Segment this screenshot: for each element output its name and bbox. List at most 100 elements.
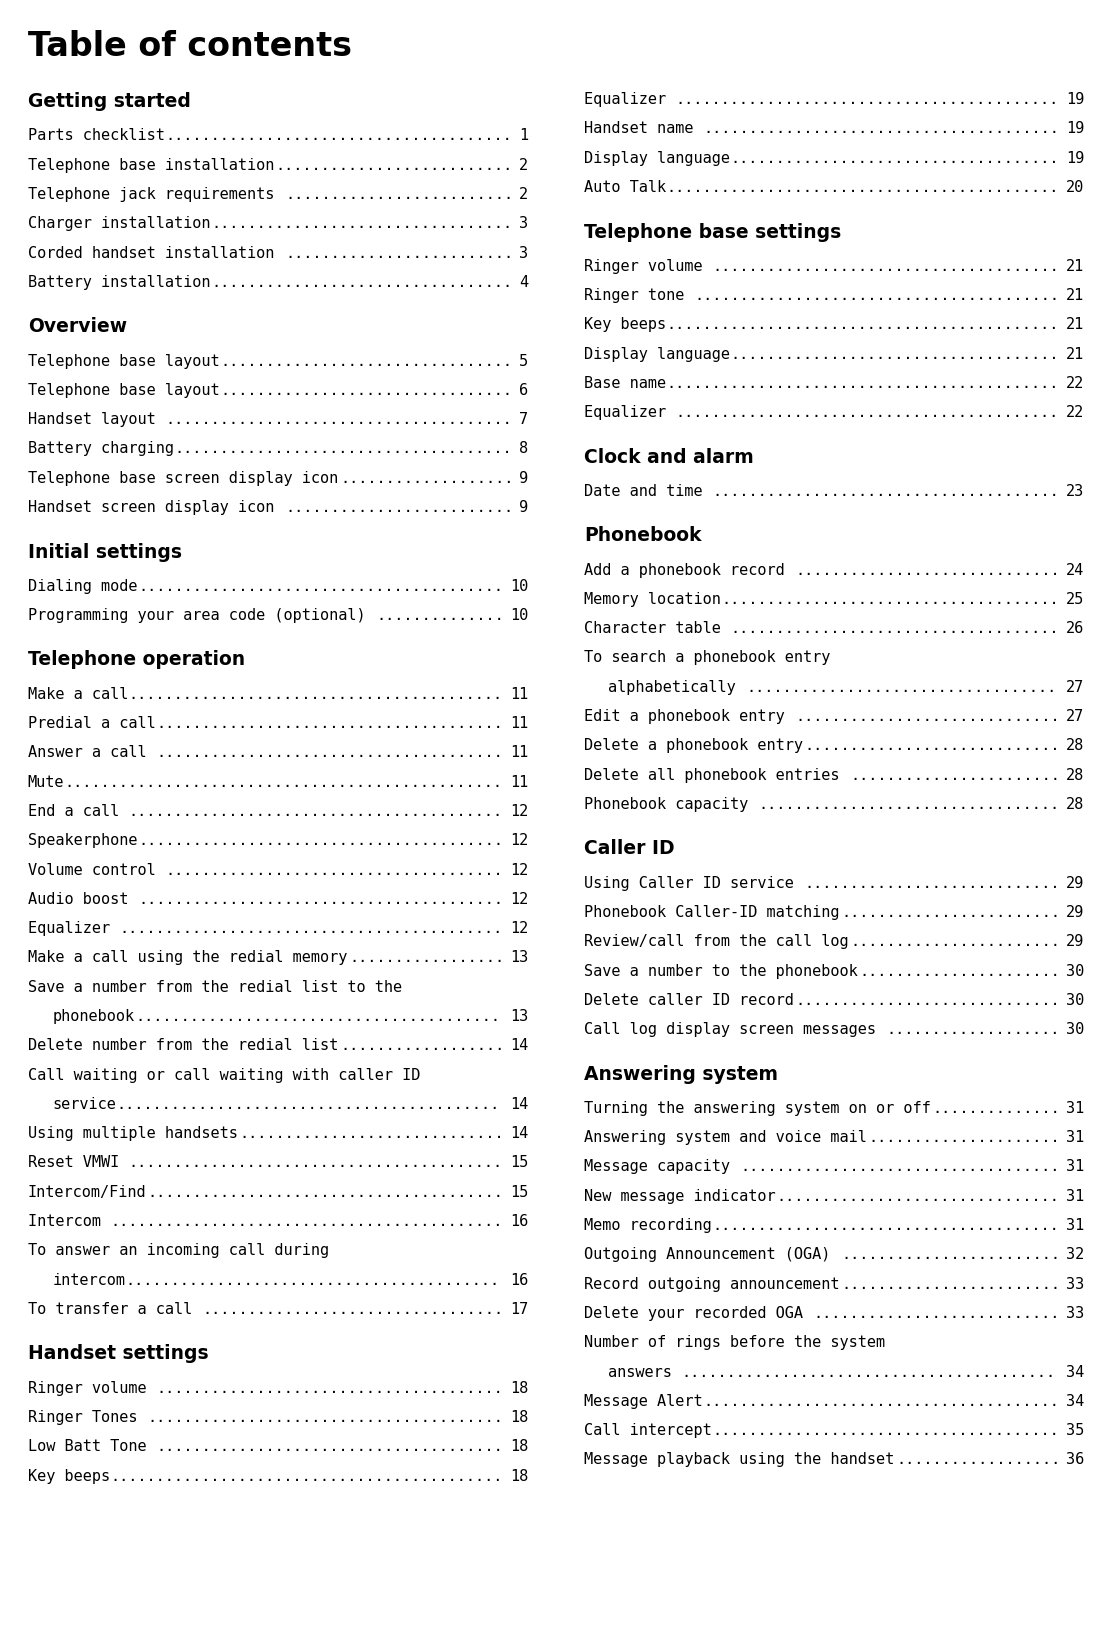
Text: ..........................................: ........................................… [676, 405, 1059, 420]
Text: .............................: ............................. [795, 993, 1060, 1007]
Text: 19: 19 [1066, 92, 1084, 107]
Text: 31: 31 [1066, 1101, 1084, 1116]
Text: 25: 25 [1066, 593, 1084, 607]
Text: 11: 11 [510, 686, 528, 701]
Text: 31: 31 [1066, 1218, 1084, 1233]
Text: ..................................: .................................. [746, 680, 1056, 695]
Text: ....................................: .................................... [731, 151, 1060, 166]
Text: Message playback using the handset: Message playback using the handset [584, 1452, 894, 1468]
Text: Dialing mode: Dialing mode [28, 579, 137, 594]
Text: 36: 36 [1066, 1452, 1084, 1468]
Text: Handset settings: Handset settings [28, 1345, 208, 1363]
Text: .........................................: ........................................… [129, 686, 503, 701]
Text: End a call: End a call [28, 803, 128, 820]
Text: ...........................................: ........................................… [110, 1215, 503, 1230]
Text: .......................................: ....................................... [703, 1394, 1059, 1409]
Text: Make a call: Make a call [28, 686, 128, 701]
Text: intercom: intercom [52, 1272, 126, 1287]
Text: Call intercept: Call intercept [584, 1424, 712, 1439]
Text: 34: 34 [1066, 1394, 1084, 1409]
Text: Delete caller ID record: Delete caller ID record [584, 993, 794, 1007]
Text: To answer an incoming call during: To answer an incoming call during [28, 1243, 338, 1259]
Text: Battery charging: Battery charging [28, 441, 173, 456]
Text: 27: 27 [1066, 680, 1084, 695]
Text: .............................: ............................. [239, 1126, 504, 1141]
Text: Charger installation: Charger installation [28, 216, 210, 232]
Text: 18: 18 [510, 1439, 528, 1455]
Text: 17: 17 [510, 1302, 528, 1317]
Text: 18: 18 [510, 1381, 528, 1396]
Text: Key beeps: Key beeps [28, 1468, 110, 1483]
Text: 3: 3 [519, 245, 528, 260]
Text: Table of contents: Table of contents [28, 30, 351, 63]
Text: .........................................: ........................................… [129, 803, 503, 820]
Text: .........................: ......................... [285, 245, 513, 260]
Text: Reset VMWI: Reset VMWI [28, 1155, 128, 1170]
Text: Record outgoing announcement: Record outgoing announcement [584, 1277, 840, 1292]
Text: .................................: ................................. [202, 1302, 504, 1317]
Text: Caller ID: Caller ID [584, 839, 674, 859]
Text: To search a phonebook entry: To search a phonebook entry [584, 650, 840, 665]
Text: 28: 28 [1066, 797, 1084, 811]
Text: ..............: .............. [933, 1101, 1061, 1116]
Text: .................................: ................................. [211, 216, 513, 232]
Text: Speakerphone: Speakerphone [28, 833, 137, 848]
Text: Low Batt Tone: Low Batt Tone [28, 1439, 156, 1455]
Text: ...........................................: ........................................… [666, 318, 1059, 332]
Text: ...........................: ........................... [813, 1305, 1060, 1322]
Text: ......................................: ...................................... [713, 1424, 1059, 1439]
Text: Message capacity: Message capacity [584, 1159, 739, 1175]
Text: alphabetically: alphabetically [608, 680, 745, 695]
Text: ........................................: ........................................ [138, 892, 503, 907]
Text: 30: 30 [1066, 963, 1084, 979]
Text: ......................................: ...................................... [157, 1381, 503, 1396]
Text: 12: 12 [510, 922, 528, 937]
Text: ...................................: ................................... [739, 1159, 1060, 1175]
Text: Outgoing Announcement (OGA): Outgoing Announcement (OGA) [584, 1248, 840, 1262]
Text: ...............................: ............................... [776, 1188, 1060, 1203]
Text: Parts checklist: Parts checklist [28, 128, 165, 143]
Text: 34: 34 [1066, 1365, 1084, 1379]
Text: Ringer volume: Ringer volume [584, 258, 712, 273]
Text: 31: 31 [1066, 1188, 1084, 1203]
Text: 26: 26 [1066, 621, 1084, 637]
Text: Telephone operation: Telephone operation [28, 650, 245, 670]
Text: Make a call using the redial memory: Make a call using the redial memory [28, 950, 347, 966]
Text: ......................................: ...................................... [713, 1218, 1059, 1233]
Text: 29: 29 [1066, 935, 1084, 950]
Text: To transfer a call: To transfer a call [28, 1302, 201, 1317]
Text: ........................................: ........................................ [138, 579, 503, 594]
Text: Volume control: Volume control [28, 863, 165, 877]
Text: Equalizer: Equalizer [584, 405, 675, 420]
Text: Equalizer: Equalizer [584, 92, 675, 107]
Text: Mute: Mute [28, 775, 64, 790]
Text: Handset screen display icon: Handset screen display icon [28, 500, 284, 515]
Text: 14: 14 [510, 1096, 528, 1113]
Text: 28: 28 [1066, 767, 1084, 783]
Text: 35: 35 [1066, 1424, 1084, 1439]
Text: Corded handset installation: Corded handset installation [28, 245, 284, 260]
Text: phonebook: phonebook [52, 1009, 135, 1024]
Text: Save a number from the redial list to the: Save a number from the redial list to th… [28, 979, 401, 994]
Text: 33: 33 [1066, 1305, 1084, 1322]
Text: .................................: ................................. [758, 797, 1060, 811]
Text: ........................................: ........................................ [138, 833, 503, 848]
Text: 12: 12 [510, 833, 528, 848]
Text: 21: 21 [1066, 347, 1084, 362]
Text: Getting started: Getting started [28, 92, 190, 112]
Text: ............................: ............................ [804, 739, 1060, 754]
Text: answers: answers [608, 1365, 682, 1379]
Text: ......................................: ...................................... [713, 484, 1059, 499]
Text: Date and time: Date and time [584, 484, 712, 499]
Text: ...................: ................... [886, 1022, 1060, 1037]
Text: ................................: ................................ [220, 384, 513, 398]
Text: .........................................: ........................................… [129, 1155, 503, 1170]
Text: 8: 8 [519, 441, 528, 456]
Text: ..............: .............. [377, 607, 505, 624]
Text: 29: 29 [1066, 876, 1084, 890]
Text: .....................................: ..................................... [722, 593, 1059, 607]
Text: ........................: ........................ [841, 1248, 1060, 1262]
Text: Telephone base layout: Telephone base layout [28, 384, 219, 398]
Text: ......................................: ...................................... [166, 412, 513, 428]
Text: 16: 16 [510, 1215, 528, 1230]
